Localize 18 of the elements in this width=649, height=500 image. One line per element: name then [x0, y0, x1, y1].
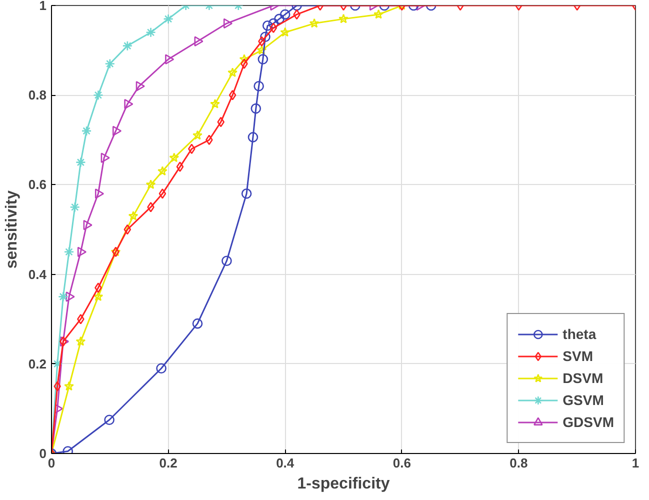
- y-tick-label: 0.8: [28, 88, 47, 103]
- y-tick-label: 0.4: [28, 266, 48, 282]
- legend-label: GDSVM: [562, 414, 614, 430]
- y-tick-label: 0: [39, 446, 47, 461]
- y-axis-title: sensitivity: [3, 190, 20, 269]
- x-tick-label: 0.8: [510, 456, 528, 470]
- legend-label: GSVM: [562, 392, 604, 408]
- y-tick-label: 0.2: [28, 356, 47, 372]
- y-tick-label: 0.6: [28, 177, 47, 192]
- x-tick-label: 0.4: [276, 456, 295, 470]
- x-tick-label: 1: [632, 456, 640, 470]
- y-tick-label: 1: [39, 0, 47, 13]
- legend-label: SVM: [562, 348, 593, 364]
- x-tick-label: 0.2: [159, 456, 178, 470]
- legend-label: DSVM: [562, 370, 604, 386]
- legend-label: theta: [562, 326, 596, 342]
- x-tick-label: 0.6: [392, 456, 411, 470]
- x-axis-title: 1-specificity: [297, 476, 390, 492]
